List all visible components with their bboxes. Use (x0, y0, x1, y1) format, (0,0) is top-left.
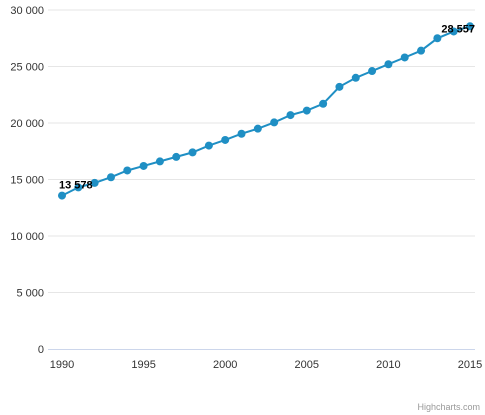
y-tick-label: 20 000 (10, 118, 44, 130)
data-point[interactable] (319, 100, 327, 108)
data-label: 28 557 (441, 23, 475, 35)
data-point[interactable] (205, 142, 213, 150)
data-point[interactable] (286, 111, 294, 119)
x-tick-label: 2005 (295, 359, 319, 371)
data-point[interactable] (384, 60, 392, 68)
y-tick-label: 10 000 (10, 231, 44, 243)
data-point[interactable] (368, 67, 376, 75)
data-point[interactable] (172, 153, 180, 161)
credits-link[interactable]: Highcharts.com (417, 402, 480, 412)
data-point[interactable] (107, 173, 115, 181)
y-tick-label: 5 000 (16, 288, 44, 300)
data-point[interactable] (156, 157, 164, 165)
data-label: 13 578 (59, 180, 93, 192)
data-labels: 13 578 28 557 (59, 23, 475, 191)
x-axis-labels: 1990 1995 2000 2005 2010 2015 (50, 359, 482, 371)
data-point[interactable] (270, 118, 278, 126)
y-tick-label: 0 (38, 344, 44, 356)
data-point[interactable] (401, 53, 409, 61)
x-tick-label: 2015 (458, 359, 482, 371)
data-point[interactable] (221, 136, 229, 144)
y-tick-label: 25 000 (10, 62, 44, 74)
data-point[interactable] (140, 162, 148, 170)
y-axis-labels: 0 5 000 10 000 15 000 20 000 25 000 30 000 (10, 5, 44, 356)
data-point[interactable] (254, 125, 262, 133)
data-point[interactable] (189, 148, 197, 156)
data-point[interactable] (417, 47, 425, 55)
data-point[interactable] (335, 83, 343, 91)
x-tick-label: 1995 (131, 359, 155, 371)
x-tick-label: 2010 (376, 359, 400, 371)
data-point[interactable] (303, 107, 311, 115)
y-tick-label: 30 000 (10, 5, 44, 17)
data-point[interactable] (123, 166, 131, 174)
series-line (62, 26, 470, 195)
series (62, 26, 470, 195)
data-point[interactable] (433, 34, 441, 42)
x-tick-label: 2000 (213, 359, 237, 371)
y-tick-label: 15 000 (10, 175, 44, 187)
x-tick-label: 1990 (50, 359, 74, 371)
data-point[interactable] (238, 130, 246, 138)
data-point[interactable] (58, 192, 66, 200)
data-point[interactable] (352, 74, 360, 82)
grid-lines (48, 10, 475, 293)
